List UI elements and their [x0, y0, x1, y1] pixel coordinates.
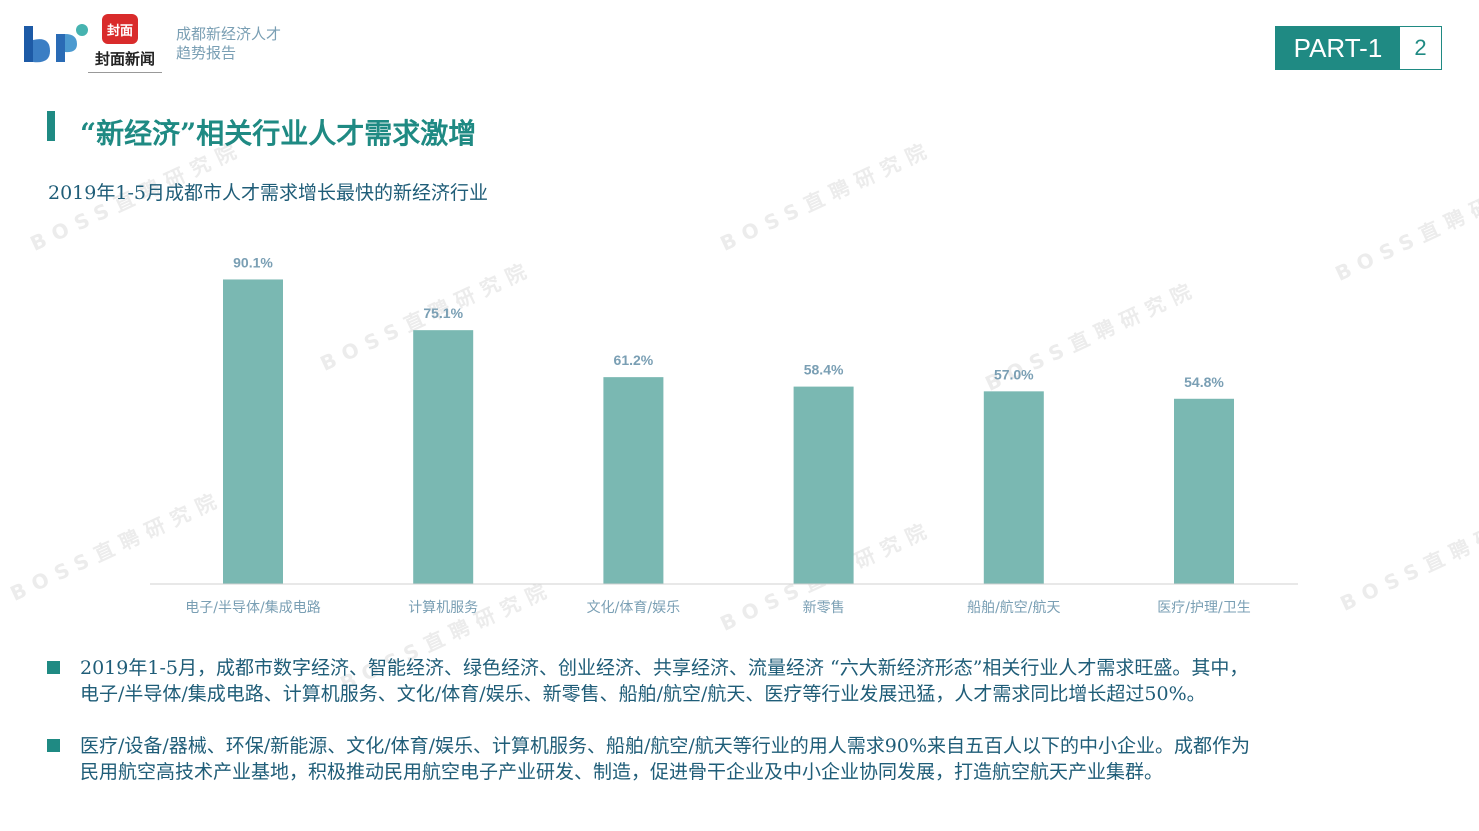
bullet-item: 医疗/设备/器械、环保/新能源、文化/体育/娱乐、计算机服务、船舶/航空/航天等… [47, 733, 1447, 785]
report-subtitle-line1: 成都新经济人才 [176, 25, 282, 43]
bar [983, 391, 1044, 584]
bullet-line: 民用航空高技术产业基地，积极推动民用航空电子产业研发、制造，促进骨干企业及中小企… [80, 761, 1164, 783]
x-tick-label: 新零售 [803, 600, 845, 616]
page-title: “新经济”相关行业人才需求激增 [80, 117, 477, 150]
bar-value-label: 57.0% [994, 366, 1034, 382]
page-number: 2 [1414, 35, 1427, 60]
bullet-line: 2019年1-5月，成都市数字经济、智能经济、绿色经济、创业经济、共享经济、流量… [80, 657, 1249, 679]
bar-chart: 90.1% 电子/半导体/集成电路 75.1% 计算机服务 61.2% 文化/体育/娱乐 5… [150, 254, 1298, 616]
x-tick-label: 电子/半导体/集成电路 [185, 599, 320, 616]
bar [413, 330, 474, 584]
bullet-item: 2019年1-5月，成都市数字经济、智能经济、绿色经济、创业经济、共享经济、流量… [47, 655, 1447, 707]
bullet-text: 2019年1-5月，成都市数字经济、智能经济、绿色经济、创业经济、共享经济、流量… [80, 655, 1447, 707]
fengmian-logo: 封面 封面新闻 [88, 14, 180, 84]
bar [1174, 398, 1234, 584]
bar-value-label: 54.8% [1184, 374, 1224, 390]
bullet-text: 医疗/设备/器械、环保/新能源、文化/体育/娱乐、计算机服务、船舶/航空/航天等… [80, 733, 1447, 785]
bullet-marker [47, 739, 60, 752]
boss-logo-icon [24, 24, 88, 63]
bar-value-label: 58.4% [804, 362, 844, 378]
bullet-line: 电子/半导体/集成电路、计算机服务、文化/体育/娱乐、新零售、船舶/航空/航天、… [80, 683, 1206, 705]
bars-group: 90.1% 电子/半导体/集成电路 75.1% 计算机服务 61.2% 文化/体育/娱乐 5… [185, 254, 1250, 616]
x-tick-label: 计算机服务 [408, 600, 478, 616]
x-tick-label: 医疗/护理/卫生 [1157, 600, 1250, 616]
fengmian-brand-text: 封面新闻 [94, 50, 155, 68]
part-indicator: PART-1 2 [1275, 26, 1442, 70]
chart-title: 2019年1-5月成都市人才需求增长最快的新经济行业 [48, 182, 488, 204]
bar-value-label: 90.1% [233, 254, 273, 270]
report-subtitle-line2: 趋势报告 [176, 44, 237, 62]
part-label: PART-1 [1276, 27, 1400, 69]
report-subtitle: 成都新经济人才 趋势报告 [176, 25, 316, 63]
bar-value-label: 61.2% [614, 352, 654, 368]
watermark: BOSS直聘研究院 [716, 135, 937, 256]
fengmian-badge: 封面 [102, 14, 138, 44]
title-accent-bar [47, 111, 55, 141]
bar [603, 377, 664, 584]
bar-value-label: 75.1% [423, 305, 463, 321]
fengmian-underline [88, 72, 162, 73]
bar [793, 386, 854, 584]
bullet-line: 医疗/设备/器械、环保/新能源、文化/体育/娱乐、计算机服务、船舶/航空/航天等… [80, 735, 1251, 757]
bullet-list: 2019年1-5月，成都市数字经济、智能经济、绿色经济、创业经济、共享经济、流量… [47, 655, 1447, 811]
x-tick-label: 文化/体育/娱乐 [587, 600, 680, 616]
x-tick-label: 船舶/航空/航天 [967, 600, 1060, 616]
bar [223, 279, 283, 584]
bullet-marker [47, 661, 60, 674]
